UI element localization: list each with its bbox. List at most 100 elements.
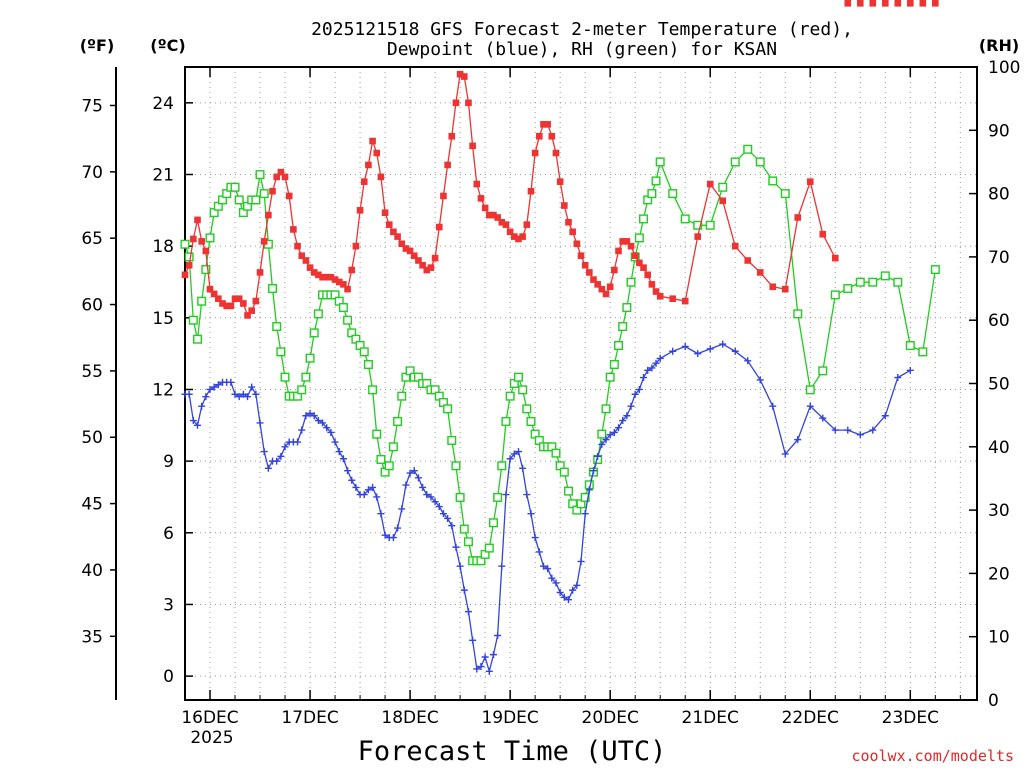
temperature-point xyxy=(640,264,647,271)
dewpoint-point xyxy=(590,467,598,475)
dewpoint-point xyxy=(806,402,814,410)
rh-point xyxy=(618,322,628,332)
dewpoint-point xyxy=(423,491,431,499)
rh-tick-label: 40 xyxy=(988,438,1010,458)
temperature-point xyxy=(315,271,322,279)
temperature-point xyxy=(669,295,677,303)
rh-point xyxy=(918,347,928,357)
dewpoint-point xyxy=(310,412,318,420)
temperature-point xyxy=(319,273,326,281)
rh-line xyxy=(184,148,936,562)
rh-point xyxy=(393,416,403,426)
year-label: 2025 xyxy=(190,728,233,748)
dewpoint-point xyxy=(831,426,839,434)
dewpoint-point xyxy=(556,589,564,597)
rh-point xyxy=(730,157,740,167)
temperature-line xyxy=(184,73,836,317)
rh-point xyxy=(459,524,469,534)
temperature-point xyxy=(619,238,626,245)
dewpoint-point xyxy=(669,347,677,355)
temperature-point xyxy=(419,261,426,269)
fahrenheit-tick-label: 45 xyxy=(81,495,103,515)
dewpoint-point xyxy=(615,424,623,432)
rh-point xyxy=(651,176,661,186)
temperature-point xyxy=(681,297,689,305)
dewpoint-point xyxy=(319,419,327,427)
temperature-point xyxy=(627,242,635,250)
dewpoint-point xyxy=(369,483,377,491)
dewpoint-point xyxy=(448,522,456,530)
dewpoint-point xyxy=(185,390,193,398)
rh-tick-label: 10 xyxy=(988,628,1010,648)
temperature-point xyxy=(415,257,422,264)
temperature-point xyxy=(756,269,764,276)
temperature-point xyxy=(452,99,460,107)
dewpoint-point xyxy=(560,593,568,601)
rh-point xyxy=(526,416,536,426)
chart-title-line2: Dewpoint (blue), RH (green) for KSAN xyxy=(387,39,777,60)
rh-point xyxy=(493,492,503,502)
dewpoint-point xyxy=(435,503,443,511)
rh-point xyxy=(455,492,465,502)
temperature-point xyxy=(544,121,551,128)
celsius-tick-label: 0 xyxy=(163,667,174,687)
temperature-point xyxy=(290,226,297,233)
temperature-point xyxy=(644,271,651,279)
dewpoint-point xyxy=(460,586,468,594)
dewpoint-point xyxy=(473,665,481,673)
dewpoint-point xyxy=(635,385,643,393)
rh-point xyxy=(501,416,511,426)
rh-tick-label: 90 xyxy=(988,121,1010,141)
temperature-point xyxy=(344,285,351,293)
temperature-point xyxy=(894,0,902,7)
celsius-tick-label: 3 xyxy=(163,595,174,615)
temperature-point xyxy=(360,178,368,185)
rh-point xyxy=(905,341,915,351)
temperature-point xyxy=(869,0,877,7)
temperature-point xyxy=(606,283,614,291)
dewpoint-point xyxy=(844,426,852,434)
rh-point xyxy=(193,334,203,344)
rh-point xyxy=(705,220,715,230)
rh-point xyxy=(497,461,507,471)
temperature-point xyxy=(494,214,501,221)
rh-point xyxy=(805,385,815,395)
temperature-point xyxy=(198,238,205,245)
rh-point xyxy=(755,157,765,167)
celsius-tick-label: 24 xyxy=(152,94,174,114)
rh-point xyxy=(597,429,607,439)
dewpoint-point xyxy=(360,491,368,499)
temperature-point xyxy=(327,273,335,281)
temperature-point xyxy=(373,149,381,157)
rh-point xyxy=(451,461,461,471)
fahrenheit-tick-label: 75 xyxy=(81,96,103,116)
temperature-point xyxy=(844,0,852,7)
rh-point xyxy=(180,239,190,249)
temperature-point xyxy=(285,192,293,200)
temperature-point xyxy=(502,221,510,228)
rh-point xyxy=(251,195,261,205)
rh-point xyxy=(639,214,649,224)
temperature-point xyxy=(623,238,631,245)
axes-ticks: 16DEC 17DEC 18DEC 19DEC 20DEC 21DEC 22DEC 23DEC… xyxy=(81,58,1020,728)
temperature-point xyxy=(907,0,914,7)
temperature-point xyxy=(573,240,581,248)
temperature-point xyxy=(856,0,864,7)
temperature-point xyxy=(435,223,443,231)
rh-point xyxy=(655,157,665,167)
rh-tick-label: 0 xyxy=(988,691,999,711)
dewpoint-point xyxy=(281,443,289,451)
x-tick-label: 23DEC xyxy=(882,708,939,728)
rh-point xyxy=(743,144,753,154)
dewpoint-point xyxy=(252,390,260,398)
temperature-point xyxy=(352,242,360,250)
temperature-point xyxy=(469,142,476,150)
dewpoint-point xyxy=(298,426,306,434)
x-tick-label: 17DEC xyxy=(281,708,338,728)
dewpoint-point xyxy=(260,448,268,456)
rh-point xyxy=(505,391,515,401)
temperature-point xyxy=(402,245,410,252)
temperature-point xyxy=(602,290,610,298)
rh-point xyxy=(397,391,407,401)
